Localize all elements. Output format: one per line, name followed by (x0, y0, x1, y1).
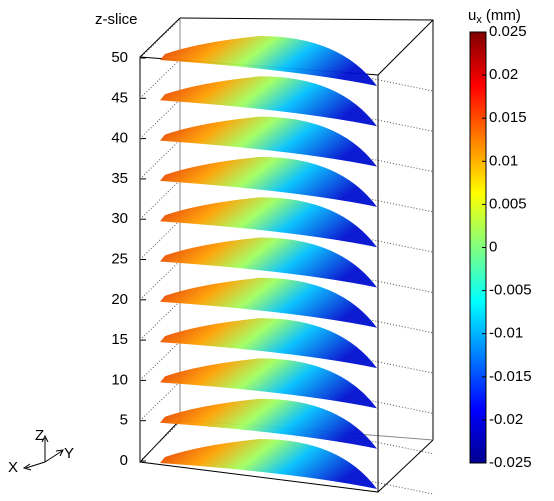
colorbar-tick-label: -0.015 (489, 368, 532, 385)
grid-line (139, 179, 181, 220)
colorbar-tick-label: 0.015 (489, 109, 527, 126)
slice (160, 76, 377, 127)
z-tick-label: 30 (111, 210, 128, 227)
axes-triad (22, 434, 64, 471)
slice (160, 36, 377, 86)
slice (160, 358, 377, 409)
grid-line (139, 421, 181, 462)
slice (160, 439, 377, 489)
grid-line (139, 381, 181, 422)
colorbar-tick-label: 0.025 (489, 23, 527, 40)
grid-line (139, 341, 181, 381)
grid-line (139, 139, 181, 180)
colorbar-label: ux (mm) (468, 7, 521, 26)
triad-y: Y (64, 445, 74, 462)
colorbar-tick-label: -0.025 (489, 454, 532, 471)
grid-line (139, 220, 181, 260)
triad-z: Z (35, 427, 44, 444)
z-tick-label: 50 (111, 49, 128, 66)
z-tick-label: 5 (120, 412, 128, 429)
slice (160, 197, 377, 248)
grid-line (139, 18, 181, 59)
grid-line (139, 99, 181, 139)
z-tick-label: 20 (111, 291, 128, 308)
slice (160, 277, 377, 328)
colorbar-tick-label: -0.02 (489, 411, 523, 428)
slice (160, 237, 377, 288)
z-tick-label: 15 (111, 331, 128, 348)
colorbar-tick-label: 0 (489, 238, 497, 255)
z-tick-label: 45 (111, 89, 128, 106)
colorbar-tick-label: 0.01 (489, 152, 518, 169)
z-tick-label: 35 (111, 170, 128, 187)
colorbar-tick-label: -0.005 (489, 282, 532, 299)
triad-x: X (8, 459, 18, 476)
slice (160, 318, 377, 369)
colorbar-tick-label: 0.005 (489, 195, 527, 212)
grid-line (139, 58, 181, 99)
colorbar-tick-label: 0.02 (489, 66, 518, 83)
z-tick-label: 40 (111, 130, 128, 147)
slice (160, 156, 377, 207)
slice (160, 116, 377, 167)
grid-line (139, 300, 181, 341)
z-axis-label: z-slice (95, 11, 138, 28)
z-tick-label: 10 (111, 371, 128, 388)
colorbar-tick-label: -0.01 (489, 325, 523, 342)
z-tick-label: 25 (111, 250, 128, 267)
grid-line (139, 260, 181, 301)
slice (160, 398, 377, 449)
z-tick-label: 0 (120, 452, 128, 469)
